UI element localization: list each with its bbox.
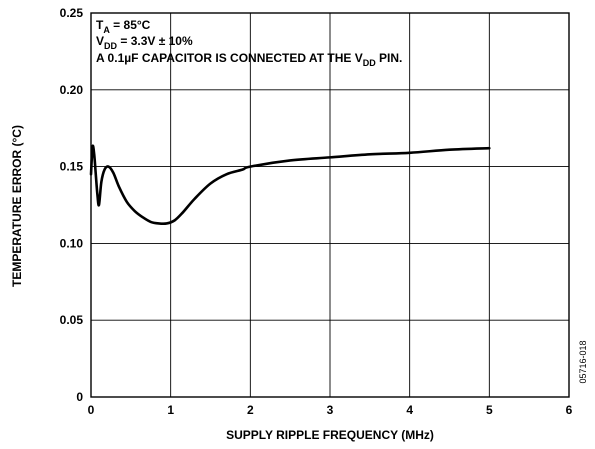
y-tick-label: 0.15 — [60, 160, 84, 174]
x-tick-label: 6 — [566, 403, 573, 417]
annotation-capacitor: A 0.1µF CAPACITOR IS CONNECTED AT THE VD… — [96, 51, 402, 68]
x-tick-label: 0 — [88, 403, 95, 417]
y-tick-label: 0.05 — [60, 313, 84, 327]
y-axis-title: TEMPERATURE ERROR (°C) — [10, 125, 24, 287]
x-tick-label: 1 — [167, 403, 174, 417]
x-tick-label: 2 — [247, 403, 254, 417]
annotation-temperature: TA = 85°C — [96, 18, 151, 35]
y-tick-label: 0 — [76, 390, 83, 404]
y-tick-label: 0.25 — [60, 6, 84, 20]
plot-frame — [90, 12, 570, 398]
annotation-supply-voltage: VDD = 3.3V ± 10% — [96, 34, 193, 51]
x-tick-label: 5 — [486, 403, 493, 417]
x-tick-label: 3 — [327, 403, 334, 417]
figure-id: 05716-018 — [578, 340, 588, 383]
x-axis-title: SUPPLY RIPPLE FREQUENCY (MHz) — [226, 428, 434, 442]
x-tick-labels: 0 1 2 3 4 5 6 — [88, 403, 573, 417]
y-tick-labels: 0 0.05 0.10 0.15 0.20 0.25 — [60, 6, 84, 404]
y-tick-label: 0.20 — [60, 83, 84, 97]
x-tick-label: 4 — [406, 403, 413, 417]
y-tick-label: 0.10 — [60, 236, 84, 250]
grid — [91, 13, 569, 397]
temperature-error-line — [89, 144, 491, 226]
